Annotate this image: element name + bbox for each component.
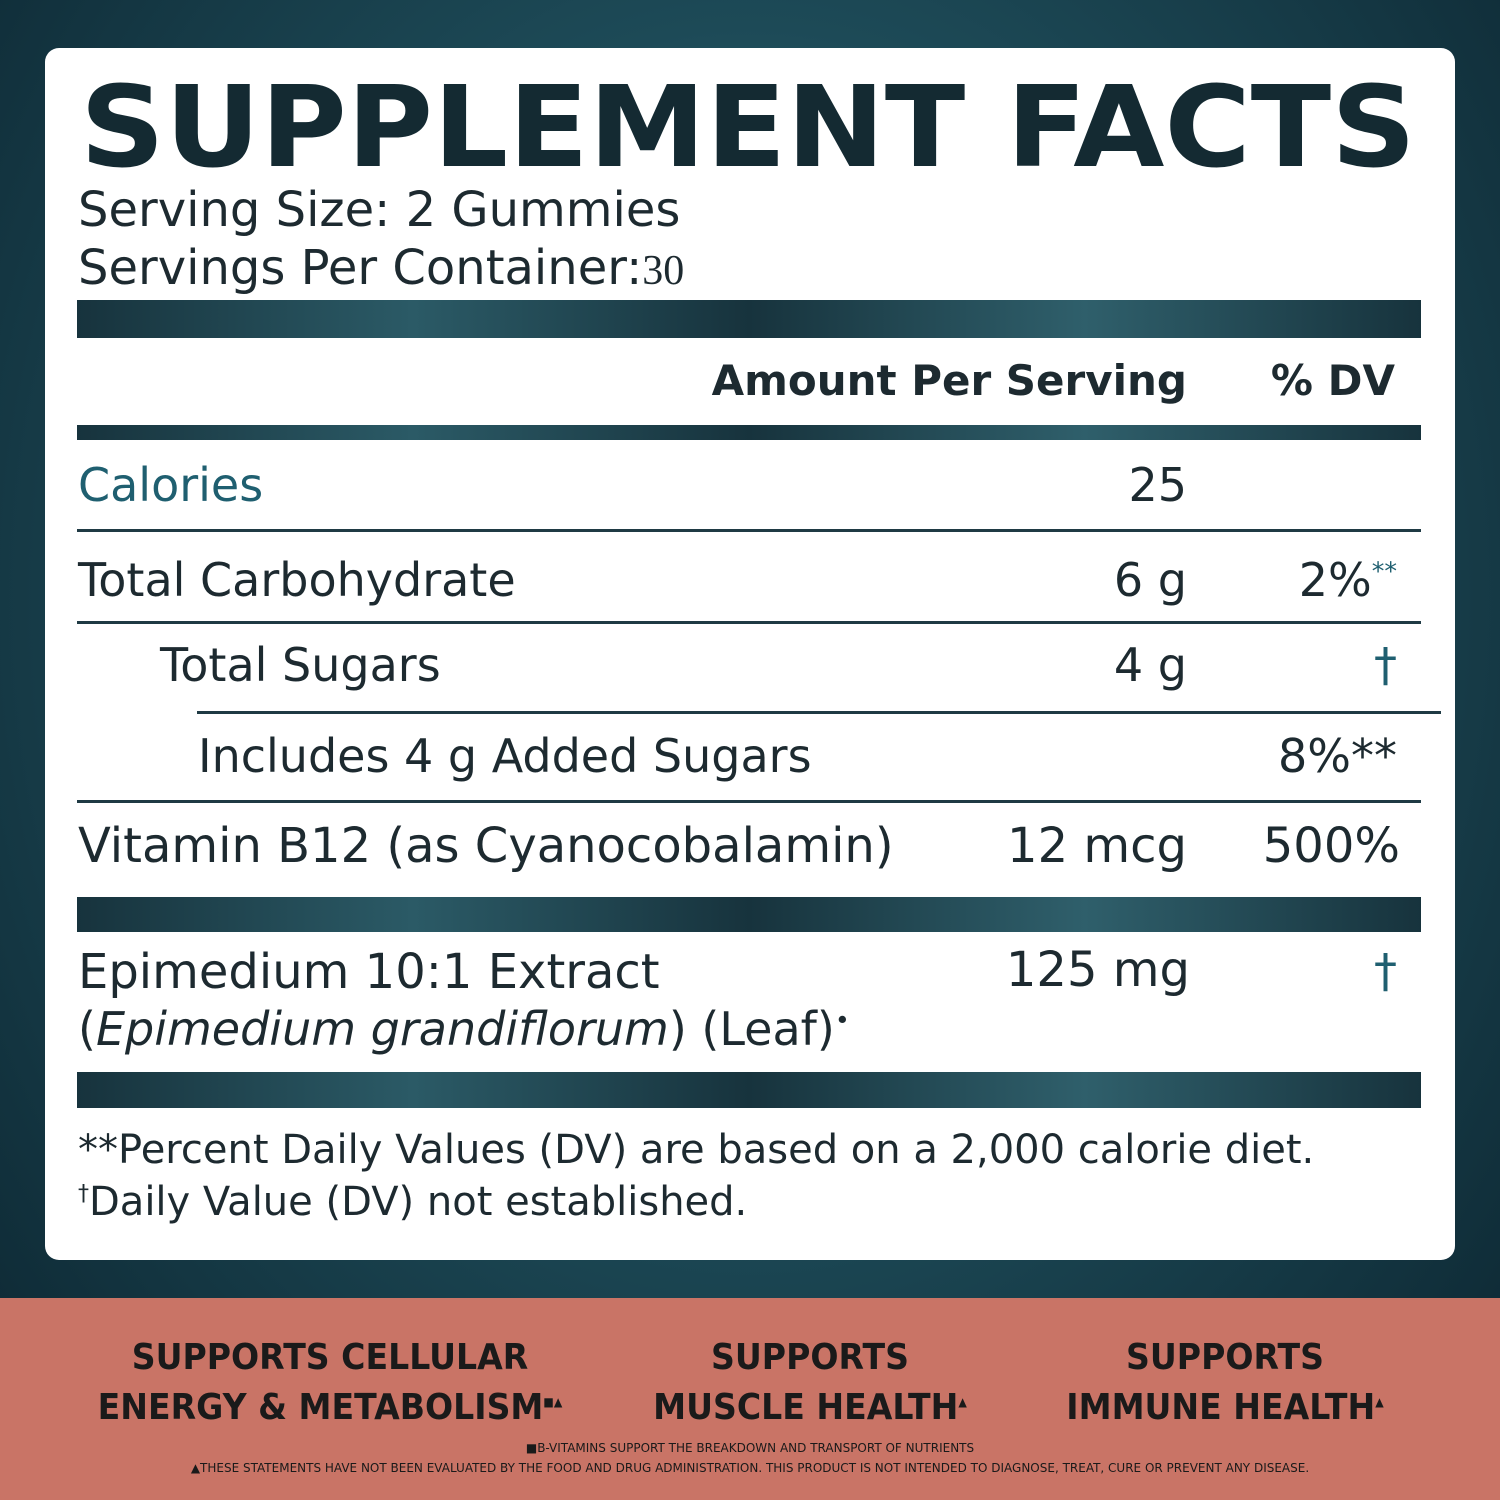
- mark: ▲: [958, 1395, 967, 1409]
- mark: ▲: [1375, 1395, 1384, 1409]
- line: SUPPORTS: [711, 1337, 909, 1378]
- row-name: Epimedium 10:1 Extract: [78, 944, 660, 1000]
- facts-panel: [45, 48, 1455, 1260]
- line: MUSCLE HEALTH▲: [571, 1380, 1049, 1430]
- thick-bar: [77, 1072, 1421, 1108]
- benefit: SUPPORTS IMMUNE HEALTH▲: [986, 1336, 1464, 1430]
- paren: (: [78, 1002, 96, 1056]
- row-name: Total Carbohydrate: [78, 553, 516, 607]
- text: ENERGY & METABOLISM: [97, 1387, 544, 1428]
- row-amount: 25: [1128, 458, 1187, 512]
- row-name: Vitamin B12 (as Cyanocobalamin): [78, 818, 894, 874]
- mark: ■▲: [543, 1395, 563, 1409]
- rule: [197, 711, 1441, 714]
- row-dv: †: [1374, 944, 1397, 998]
- row-dv: 500%: [1262, 818, 1400, 874]
- line: SUPPORTS CELLULAR: [131, 1337, 529, 1378]
- label: Servings Per Container:: [78, 240, 643, 296]
- row-name: Calories: [78, 458, 264, 512]
- row-dv: †: [1374, 638, 1397, 692]
- footnote: **Percent Daily Values (DV) are based on…: [78, 1130, 1314, 1170]
- value: 30: [642, 248, 685, 294]
- benefits-band: [0, 1298, 1500, 1500]
- servings-per-container: Servings Per Container:30: [78, 244, 684, 292]
- thick-bar: [77, 425, 1421, 440]
- text: IMMUNE HEALTH: [1066, 1387, 1376, 1428]
- dv: 2%: [1298, 553, 1372, 607]
- dv-header: % DV: [1270, 356, 1395, 405]
- line: SUPPORTS: [1126, 1337, 1324, 1378]
- disclaimer: ▲THESE STATEMENTS HAVE NOT BEEN EVALUATE…: [190, 1461, 1310, 1475]
- latin-name: Epimedium grandiflorum: [95, 1002, 669, 1056]
- benefit: SUPPORTS MUSCLE HEALTH▲: [571, 1336, 1049, 1430]
- part: ) (Leaf): [668, 1002, 835, 1056]
- row-name: Total Sugars: [160, 638, 441, 692]
- row-name: Includes 4 g Added Sugars: [198, 729, 812, 783]
- mark: †: [78, 1181, 89, 1207]
- row-amount: 12 mcg: [1007, 818, 1187, 874]
- line: IMMUNE HEALTH▲: [986, 1380, 1464, 1430]
- serving-size: Serving Size: 2 Gummies: [78, 182, 681, 238]
- footnote: †Daily Value (DV) not established.: [78, 1182, 747, 1222]
- rule: [77, 800, 1421, 803]
- title-area: SUPPLEMENT FACTS: [80, 63, 1416, 193]
- dv-note: **: [1371, 556, 1397, 586]
- mark: **: [78, 1127, 118, 1173]
- amount-header: Amount Per Serving: [711, 356, 1187, 405]
- row-amount: 125 mg: [1005, 942, 1190, 998]
- thick-bar: [77, 300, 1421, 338]
- note: •: [834, 1005, 850, 1035]
- row-dv: 8%**: [1278, 729, 1397, 783]
- text: MUSCLE HEALTH: [653, 1387, 959, 1428]
- line: ENERGY & METABOLISM■▲: [91, 1380, 569, 1430]
- row-dv: 2%**: [1200, 557, 1397, 603]
- row-latin: (Epimedium grandiflorum) (Leaf)•: [78, 1006, 850, 1052]
- row-amount: 6 g: [1113, 553, 1187, 607]
- benefit: SUPPORTS CELLULAR ENERGY & METABOLISM■▲: [91, 1336, 569, 1430]
- rule: [77, 621, 1421, 624]
- title: SUPPLEMENT FACTS: [80, 63, 1416, 193]
- disclaimer: ■B-VITAMINS SUPPORT THE BREAKDOWN AND TR…: [525, 1441, 975, 1455]
- row-amount: 4 g: [1113, 638, 1187, 692]
- text: Percent Daily Values (DV) are based on a…: [118, 1127, 1315, 1173]
- thick-bar: [77, 897, 1421, 932]
- rule: [77, 529, 1421, 532]
- text: Daily Value (DV) not established.: [89, 1179, 748, 1225]
